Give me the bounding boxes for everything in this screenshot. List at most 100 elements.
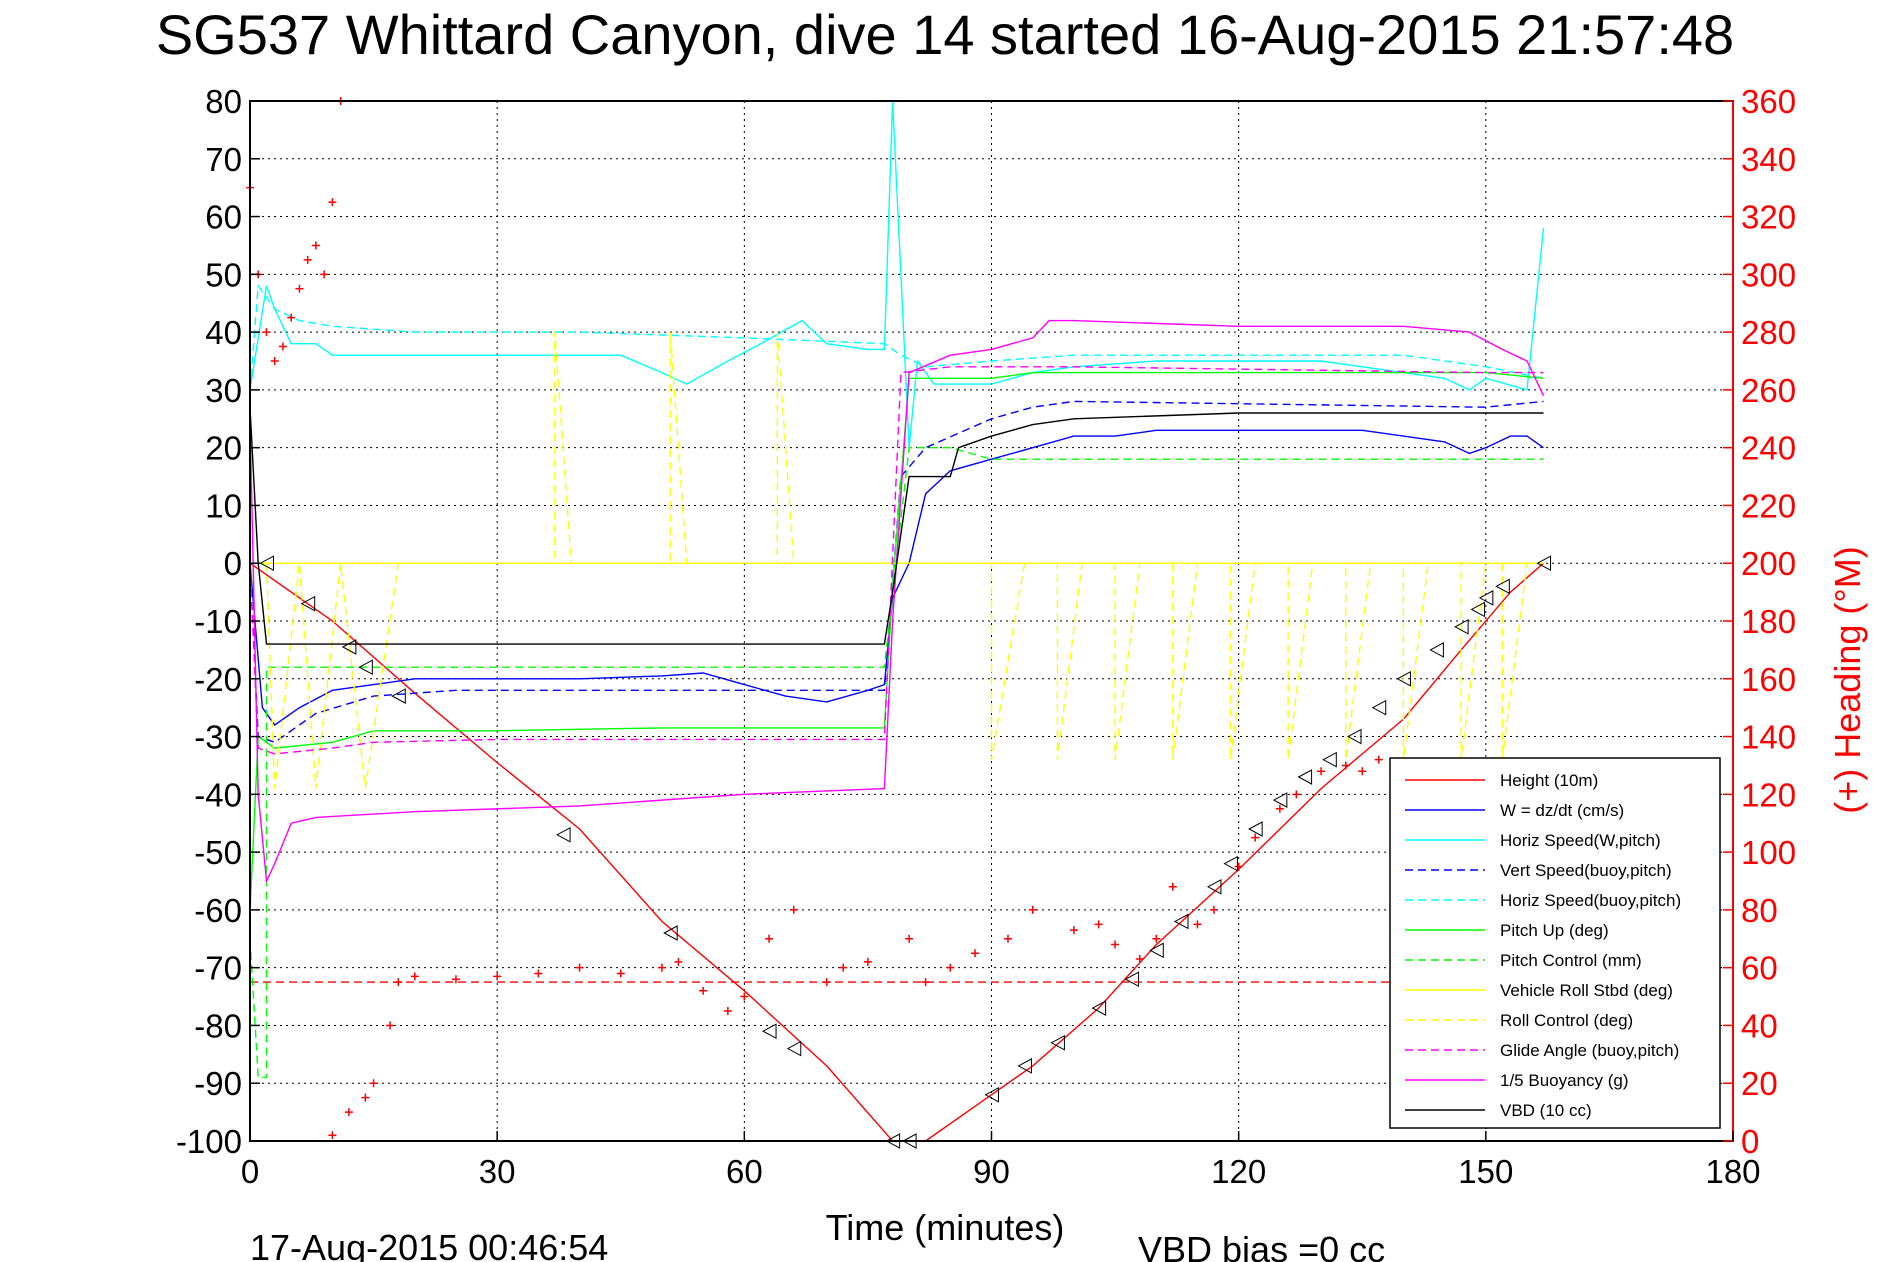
heading-point (394, 978, 403, 987)
heading-point (451, 975, 460, 984)
heading-point (1152, 934, 1161, 943)
x-tick-label: 90 (973, 1153, 1010, 1190)
x-tick-label: 120 (1211, 1153, 1266, 1190)
legend-label: 1/5 Buoyancy (g) (1500, 1071, 1629, 1090)
series-height (249, 562, 1544, 1142)
legend-label: Roll Control (deg) (1500, 1011, 1633, 1030)
heading-point (921, 978, 930, 987)
height-marker (1050, 1034, 1065, 1051)
height-marker (300, 595, 316, 612)
heading-point (789, 905, 798, 914)
legend-entry: VBD (10 cc) (1405, 1101, 1592, 1120)
height-marker (1371, 699, 1387, 716)
series-pitch_up (249, 371, 1544, 910)
heading-point (1341, 761, 1350, 770)
legend-entry: Horiz Speed(W,pitch) (1405, 831, 1661, 850)
height-marker (1470, 601, 1486, 618)
y-right-tick-label: 260 (1741, 372, 1796, 409)
heading-point (344, 1108, 353, 1117)
height-marker (1223, 855, 1238, 872)
y-right-tick-label: 180 (1741, 603, 1796, 640)
legend: Height (10m) W = dz/dt (cm/s) Horiz Speed(… (1389, 757, 1721, 1129)
heading-point (1374, 755, 1383, 764)
y-tick-label: -80 (194, 1007, 242, 1044)
end-time-label: 17-Aug-2015 00:46:54 (250, 1227, 608, 1262)
heading-point (1292, 790, 1301, 799)
series-vbd (249, 407, 1544, 645)
y-tick-label: -10 (194, 603, 242, 640)
vbd-bias-label: VBD bias =0 cc (1138, 1229, 1385, 1262)
legend-entry: Pitch Control (mm) (1405, 951, 1642, 970)
y-right-tick-label: 240 (1741, 430, 1796, 467)
y-right-tick-label: 20 (1741, 1065, 1778, 1102)
x-tick-label: 180 (1705, 1153, 1760, 1190)
x-axis: 0 30 60 90 120 150 180 (241, 1131, 1761, 1190)
x-tick-label: 60 (726, 1153, 763, 1190)
height-marker (1206, 878, 1222, 895)
heading-point (1317, 767, 1326, 776)
heading-point (723, 1007, 732, 1015)
heading-point (311, 241, 320, 250)
heading-point (740, 992, 749, 1001)
series-buoyancy (249, 319, 1545, 884)
heading-point (1003, 934, 1012, 943)
heading-point (1358, 767, 1367, 776)
heading-point (863, 957, 872, 966)
height-marker (1346, 728, 1362, 745)
heading-point (1193, 920, 1202, 929)
x-tick-label: 0 (241, 1153, 259, 1190)
height-marker (761, 1023, 777, 1040)
y-tick-label: -60 (194, 892, 242, 929)
heading-point (1251, 833, 1260, 842)
heading-point (905, 934, 914, 943)
legend-entry: Height (10m) (1405, 771, 1598, 790)
heading-point (270, 357, 279, 365)
y-tick-label: 60 (205, 199, 242, 236)
y-right-tick-label: 220 (1741, 487, 1796, 524)
heading-point (674, 957, 683, 966)
heading-point (534, 969, 543, 978)
legend-label: Vert Speed(buoy,pitch) (1500, 861, 1672, 880)
series-pitch_control (249, 447, 1544, 1079)
height-marker (1248, 821, 1263, 837)
series-glide_angle (249, 366, 1544, 755)
legend-label: Horiz Speed(W,pitch) (1500, 831, 1661, 850)
y-tick-label: -90 (194, 1065, 242, 1102)
legend-entry: Horiz Speed(buoy,pitch) (1405, 891, 1681, 910)
right-axis: 3603403203002802602402202001801601401201… (1723, 83, 1796, 1160)
y-right-tick-label: 160 (1741, 661, 1796, 698)
legend-label: Pitch Control (mm) (1500, 951, 1642, 970)
y-tick-label: 20 (205, 430, 242, 467)
y-tick-label: -40 (194, 776, 242, 813)
series-w (249, 429, 1544, 726)
legend-entry: W = dz/dt (cm/s) (1405, 801, 1624, 820)
x-tick-label: 30 (479, 1153, 516, 1190)
y-right-tick-label: 280 (1741, 314, 1796, 351)
heading-point (320, 270, 329, 279)
height-marker (1272, 792, 1288, 808)
heading-point (575, 963, 584, 972)
legend-entry: Vert Speed(buoy,pitch) (1405, 861, 1672, 880)
x-tick-label: 150 (1458, 1153, 1513, 1190)
heading-point (1094, 920, 1103, 929)
heading-point (295, 284, 304, 293)
legend-label: Vehicle Roll Stbd (deg) (1500, 981, 1673, 1000)
y-tick-label: 40 (205, 314, 242, 351)
height-marker (1429, 642, 1444, 658)
height-marker (984, 1086, 999, 1103)
heading-point (765, 934, 774, 943)
height-marker (1149, 942, 1164, 959)
y-right-tick-label: 300 (1741, 256, 1796, 293)
x-axis-label: Time (minutes) (826, 1207, 1065, 1248)
legend-label: Glide Angle (buoy,pitch) (1500, 1041, 1679, 1060)
heading-point (822, 978, 831, 987)
y-right-tick-label: 340 (1741, 141, 1796, 178)
legend-label: Height (10m) (1500, 771, 1598, 790)
chart-title: SG537 Whittard Canyon, dive 14 started 1… (156, 3, 1734, 66)
y-right-tick-label: 80 (1741, 892, 1778, 929)
height-marker (556, 826, 571, 843)
heading-point (657, 963, 666, 972)
legend-label: W = dz/dt (cm/s) (1500, 801, 1624, 820)
heading-point (1069, 926, 1078, 935)
